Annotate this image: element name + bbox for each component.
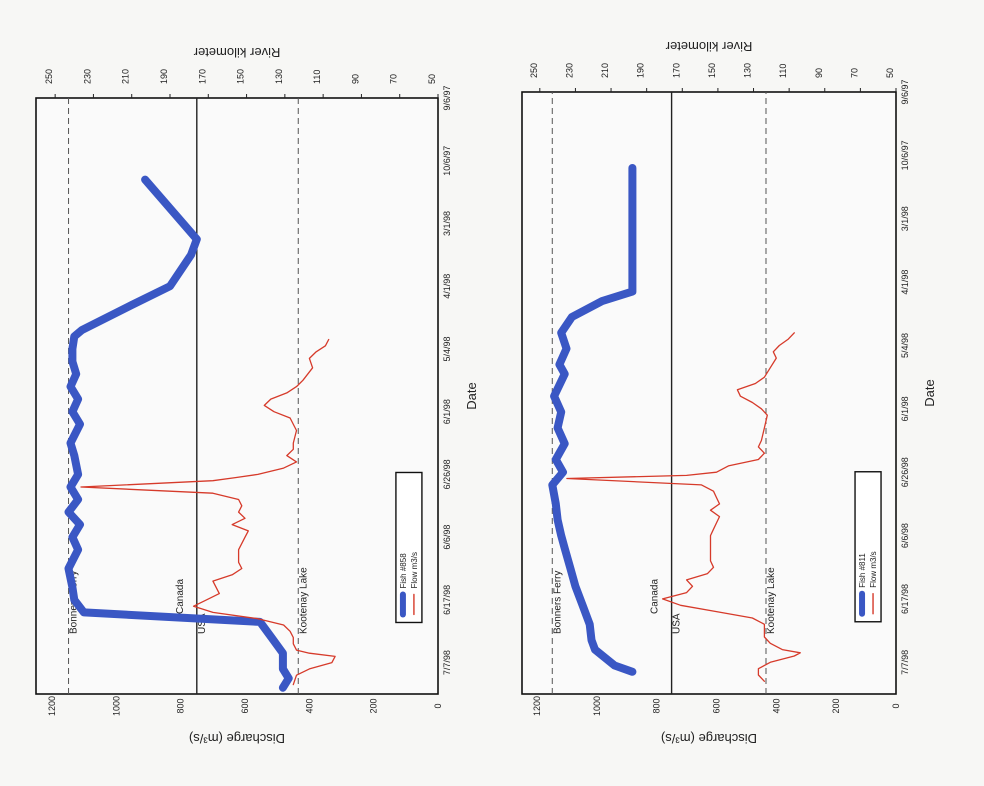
series-line bbox=[80, 338, 336, 686]
legend-box bbox=[854, 471, 882, 623]
y-left-tick-label: 130 bbox=[274, 69, 284, 84]
x-tick-label: 6/6/98 bbox=[442, 525, 452, 550]
x-tick-label: 9/6/97 bbox=[442, 85, 452, 110]
reference-line-label: Bonners Ferry bbox=[552, 571, 563, 634]
x-tick-label: 6/6/98 bbox=[900, 523, 910, 548]
y-left-tick-label: 50 bbox=[427, 74, 437, 84]
x-axis-title: Date bbox=[922, 379, 937, 406]
y-left-tick-label: 170 bbox=[197, 69, 207, 84]
y-left-tick-label: 50 bbox=[885, 68, 895, 78]
x-tick-label: 5/4/98 bbox=[442, 336, 452, 361]
x-tick-label: 4/1/98 bbox=[900, 270, 910, 295]
y-right-tick-label: 1000 bbox=[111, 696, 121, 716]
y-right-tick-label: 1200 bbox=[532, 696, 542, 716]
y-left-tick-label: 90 bbox=[814, 68, 824, 78]
x-tick-label: 6/17/98 bbox=[900, 584, 910, 614]
y-left-axis-title: River kilometer bbox=[665, 39, 752, 54]
y-left-tick-label: 150 bbox=[236, 69, 246, 84]
y-right-axis-title: Discharge (m³/s) bbox=[661, 731, 757, 746]
reference-line-label: Kootenay Lake bbox=[298, 567, 309, 634]
y-left-tick-label: 210 bbox=[600, 63, 610, 78]
y-right-tick-label: 200 bbox=[369, 698, 379, 713]
y-left-tick-label: 70 bbox=[389, 74, 399, 84]
y-right-tick-label: 400 bbox=[771, 698, 781, 713]
legend-label: Fish #811 bbox=[858, 553, 867, 588]
legend-box bbox=[395, 471, 423, 624]
series-line bbox=[566, 332, 801, 682]
x-tick-label: 10/6/97 bbox=[900, 140, 910, 170]
plot-frame bbox=[521, 91, 897, 695]
y-left-tick-label: 230 bbox=[564, 63, 574, 78]
legend-label: Fish #858 bbox=[399, 553, 408, 589]
y-right-tick-label: 0 bbox=[433, 703, 443, 708]
y-right-tick-label: 600 bbox=[711, 698, 721, 713]
plot-frame bbox=[35, 97, 439, 695]
legend-label: Flow m3/s bbox=[869, 551, 878, 587]
y-right-tick-label: 600 bbox=[240, 698, 250, 713]
x-tick-label: 6/26/98 bbox=[900, 457, 910, 487]
y-left-tick-label: 110 bbox=[312, 70, 322, 84]
reference-line-label: Canada bbox=[650, 579, 661, 614]
x-tick-label: 6/26/98 bbox=[442, 459, 452, 489]
x-tick-label: 7/7/98 bbox=[442, 650, 452, 675]
y-left-tick-label: 250 bbox=[529, 63, 539, 78]
y-right-tick-label: 400 bbox=[304, 698, 314, 713]
y-left-tick-label: 170 bbox=[671, 63, 681, 78]
reference-line-label: USA bbox=[672, 613, 683, 634]
series-line bbox=[64, 175, 293, 692]
y-left-tick-label: 190 bbox=[636, 63, 646, 78]
y-left-tick-label: 210 bbox=[121, 69, 131, 84]
x-tick-label: 5/4/98 bbox=[900, 333, 910, 358]
series-line bbox=[548, 164, 637, 676]
y-right-axis-title: Discharge (m³/s) bbox=[189, 731, 285, 746]
x-tick-label: 6/17/98 bbox=[442, 585, 452, 615]
x-tick-label: 4/1/98 bbox=[442, 274, 452, 299]
x-tick-label: 10/6/97 bbox=[442, 146, 452, 176]
y-right-tick-label: 1000 bbox=[592, 696, 602, 716]
y-right-tick-label: 0 bbox=[891, 703, 901, 708]
y-left-tick-label: 90 bbox=[350, 74, 360, 84]
y-right-tick-label: 800 bbox=[176, 698, 186, 713]
x-tick-label: 9/6/97 bbox=[900, 79, 910, 104]
reference-line-label: Kootenay Lake bbox=[766, 567, 777, 634]
y-left-tick-label: 130 bbox=[743, 63, 753, 78]
x-tick-label: 3/1/98 bbox=[442, 211, 452, 236]
y-left-tick-label: 190 bbox=[159, 69, 169, 84]
x-tick-label: 6/1/98 bbox=[900, 396, 910, 421]
y-left-tick-label: 70 bbox=[849, 68, 859, 78]
reference-line-label: Canada bbox=[175, 579, 186, 614]
x-tick-label: 6/1/98 bbox=[442, 399, 452, 424]
y-left-axis-title: River kilometer bbox=[193, 45, 280, 60]
x-tick-label: 3/1/98 bbox=[900, 206, 910, 231]
x-axis-title: Date bbox=[464, 382, 479, 409]
y-right-tick-label: 200 bbox=[831, 698, 841, 713]
y-left-tick-label: 250 bbox=[44, 69, 54, 84]
y-left-tick-label: 110 bbox=[778, 64, 788, 78]
reference-line-label: USA bbox=[197, 613, 208, 634]
y-right-tick-label: 800 bbox=[652, 698, 662, 713]
x-tick-label: 7/7/98 bbox=[900, 650, 910, 675]
y-right-tick-label: 1200 bbox=[47, 696, 57, 716]
y-left-tick-label: 230 bbox=[82, 69, 92, 84]
legend-label: Flow m3/s bbox=[410, 552, 419, 588]
chart-panel-1: Bonners Ferry USA Canada Kootenay Lake 50 70 9… bbox=[521, 39, 937, 746]
y-left-tick-label: 150 bbox=[707, 63, 717, 78]
